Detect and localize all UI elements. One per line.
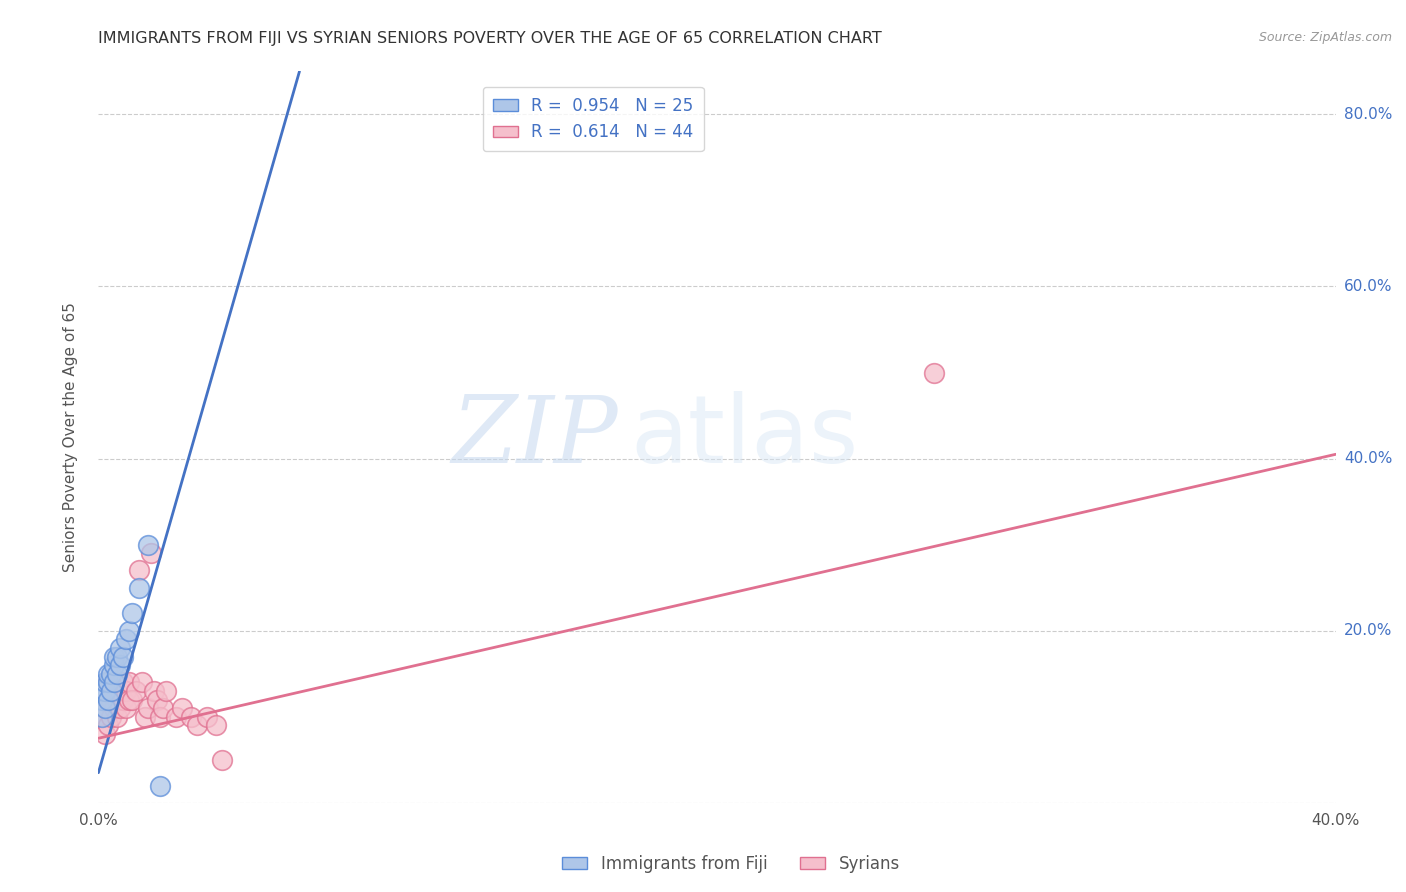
Text: IMMIGRANTS FROM FIJI VS SYRIAN SENIORS POVERTY OVER THE AGE OF 65 CORRELATION CH: IMMIGRANTS FROM FIJI VS SYRIAN SENIORS P… bbox=[98, 31, 882, 46]
Text: 20.0%: 20.0% bbox=[1344, 624, 1392, 638]
Point bbox=[105, 692, 128, 706]
Point bbox=[97, 666, 120, 681]
Point bbox=[115, 632, 138, 647]
Point bbox=[100, 666, 122, 681]
Point bbox=[165, 710, 187, 724]
Point bbox=[112, 649, 135, 664]
Point bbox=[93, 701, 115, 715]
Point bbox=[105, 710, 128, 724]
Point bbox=[103, 675, 125, 690]
Point bbox=[97, 675, 120, 690]
Point bbox=[146, 692, 169, 706]
Point bbox=[93, 684, 115, 698]
Point bbox=[139, 546, 162, 560]
Point bbox=[922, 366, 945, 380]
Point bbox=[118, 675, 141, 690]
Point bbox=[112, 675, 135, 690]
Point bbox=[134, 710, 156, 724]
Point bbox=[143, 684, 166, 698]
Legend: Immigrants from Fiji, Syrians: Immigrants from Fiji, Syrians bbox=[555, 848, 907, 880]
Point bbox=[152, 701, 174, 715]
Point bbox=[93, 675, 115, 690]
Point bbox=[128, 564, 150, 578]
Point bbox=[108, 658, 131, 673]
Point bbox=[124, 684, 146, 698]
Point bbox=[93, 701, 115, 715]
Point bbox=[118, 624, 141, 638]
Point bbox=[93, 727, 115, 741]
Point bbox=[93, 684, 115, 698]
Point bbox=[100, 710, 122, 724]
Point bbox=[103, 684, 125, 698]
Point bbox=[100, 692, 122, 706]
Text: 60.0%: 60.0% bbox=[1344, 279, 1392, 294]
Point bbox=[105, 675, 128, 690]
Point bbox=[118, 692, 141, 706]
Point bbox=[170, 701, 193, 715]
Point bbox=[211, 753, 233, 767]
Point bbox=[100, 684, 122, 698]
Point bbox=[100, 684, 122, 698]
Point bbox=[90, 692, 112, 706]
Y-axis label: Seniors Poverty Over the Age of 65: Seniors Poverty Over the Age of 65 bbox=[63, 302, 77, 572]
Point bbox=[97, 692, 120, 706]
Point bbox=[121, 607, 143, 621]
Point bbox=[115, 684, 138, 698]
Point bbox=[149, 710, 172, 724]
Text: 80.0%: 80.0% bbox=[1344, 107, 1392, 122]
Legend: R =  0.954   N = 25, R =  0.614   N = 44: R = 0.954 N = 25, R = 0.614 N = 44 bbox=[484, 87, 703, 152]
Point bbox=[131, 675, 153, 690]
Point bbox=[136, 538, 159, 552]
Point bbox=[180, 710, 202, 724]
Point bbox=[195, 710, 218, 724]
Point bbox=[103, 701, 125, 715]
Point bbox=[97, 718, 120, 732]
Point bbox=[149, 779, 172, 793]
Point bbox=[108, 640, 131, 655]
Point bbox=[103, 658, 125, 673]
Point bbox=[108, 684, 131, 698]
Point bbox=[155, 684, 177, 698]
Point bbox=[121, 692, 143, 706]
Point bbox=[97, 692, 120, 706]
Point bbox=[90, 710, 112, 724]
Text: Source: ZipAtlas.com: Source: ZipAtlas.com bbox=[1258, 31, 1392, 45]
Point bbox=[108, 701, 131, 715]
Point bbox=[112, 692, 135, 706]
Point bbox=[103, 649, 125, 664]
Point bbox=[90, 692, 112, 706]
Point bbox=[97, 675, 120, 690]
Point bbox=[90, 710, 112, 724]
Text: atlas: atlas bbox=[630, 391, 859, 483]
Point bbox=[90, 684, 112, 698]
Point bbox=[105, 666, 128, 681]
Point bbox=[105, 649, 128, 664]
Point bbox=[115, 701, 138, 715]
Text: 40.0%: 40.0% bbox=[1344, 451, 1392, 467]
Point bbox=[128, 581, 150, 595]
Text: ZIP: ZIP bbox=[451, 392, 619, 482]
Point bbox=[186, 718, 208, 732]
Point bbox=[205, 718, 228, 732]
Point bbox=[136, 701, 159, 715]
